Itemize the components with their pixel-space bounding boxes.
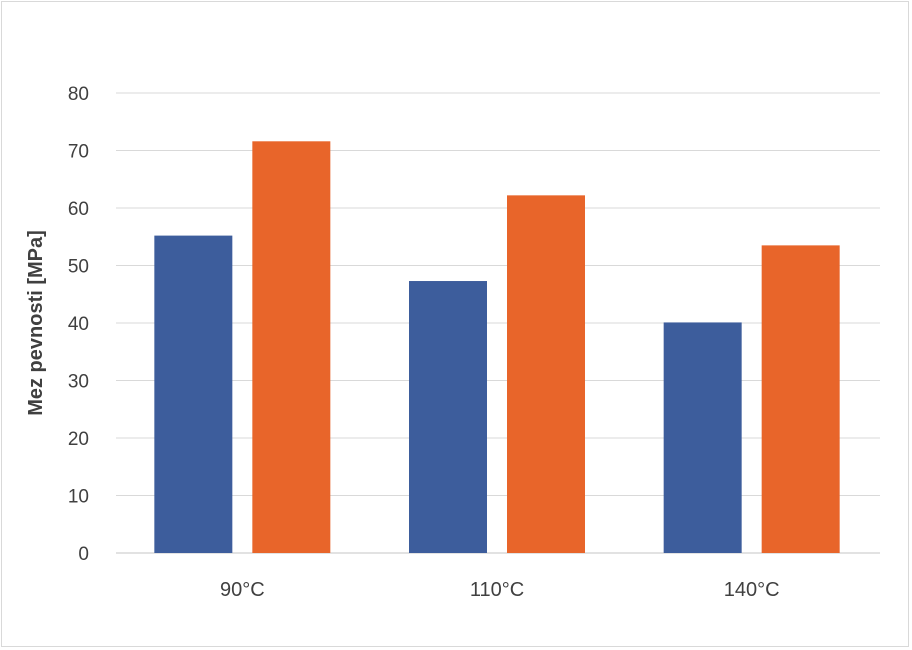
bar-2-140°C: [761, 245, 840, 553]
y-tick-label: 10: [68, 487, 89, 508]
x-axis-categories: 90°C 110°C 140°C: [220, 579, 780, 601]
y-tick-label: 40: [68, 314, 89, 335]
y-tick-label: 0: [78, 544, 89, 565]
bar-1-110°C: [409, 281, 487, 553]
y-tick-label: 30: [68, 372, 89, 393]
bar-1-140°C: [663, 322, 742, 553]
y-tick-label: 80: [68, 84, 89, 105]
y-tick-label: 60: [68, 199, 89, 220]
bar-1-90°C: [154, 235, 233, 553]
gridlines: [116, 92, 880, 554]
y-axis-label: Mez pevnosti [MPa]: [25, 230, 47, 416]
y-axis-ticks: 0 10 20 30 40 50 60 70 80: [68, 84, 89, 565]
x-category-label: 90°C: [220, 579, 265, 601]
y-tick-label: 50: [68, 257, 89, 278]
bars: [154, 141, 840, 554]
x-category-label: 140°C: [724, 579, 780, 601]
y-tick-label: 20: [68, 429, 89, 450]
bar-2-110°C: [507, 195, 585, 553]
x-category-label: 110°C: [470, 579, 524, 601]
y-tick-label: 70: [68, 142, 89, 163]
bar-2-90°C: [252, 141, 331, 554]
